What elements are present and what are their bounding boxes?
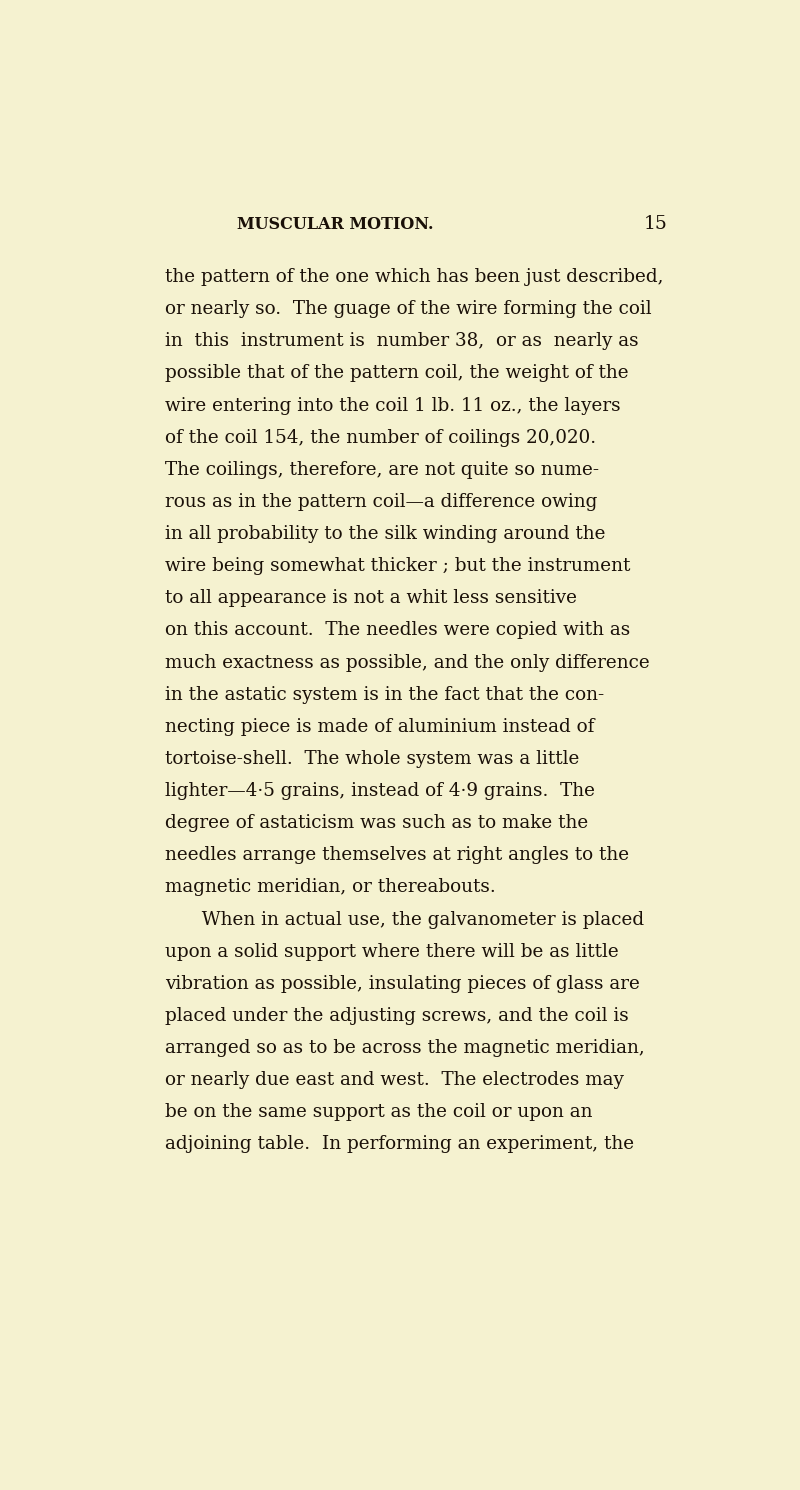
Text: vibration as possible, insulating pieces of glass are: vibration as possible, insulating pieces… xyxy=(165,974,640,992)
Text: When in actual use, the galvanometer is placed: When in actual use, the galvanometer is … xyxy=(190,910,644,928)
Text: or nearly so.  The guage of the wire forming the coil: or nearly so. The guage of the wire form… xyxy=(165,299,652,319)
Text: be on the same support as the coil or upon an: be on the same support as the coil or up… xyxy=(165,1103,593,1122)
Text: MUSCULAR MOTION.: MUSCULAR MOTION. xyxy=(238,216,434,234)
Text: necting piece is made of aluminium instead of: necting piece is made of aluminium inste… xyxy=(165,718,594,736)
Text: needles arrange themselves at right angles to the: needles arrange themselves at right angl… xyxy=(165,846,630,864)
Text: tortoise-shell.  The whole system was a little: tortoise-shell. The whole system was a l… xyxy=(165,749,579,767)
Text: The coilings, therefore, are not quite so nume-: The coilings, therefore, are not quite s… xyxy=(165,460,599,478)
Text: much exactness as possible, and the only difference: much exactness as possible, and the only… xyxy=(165,654,650,672)
Text: rous as in the pattern coil—a difference owing: rous as in the pattern coil—a difference… xyxy=(165,493,598,511)
Text: arranged so as to be across the magnetic meridian,: arranged so as to be across the magnetic… xyxy=(165,1039,645,1056)
Text: to all appearance is not a whit less sensitive: to all appearance is not a whit less sen… xyxy=(165,590,577,608)
Text: in the astatic system is in the fact that the con-: in the astatic system is in the fact tha… xyxy=(165,685,604,703)
Text: or nearly due east and west.  The electrodes may: or nearly due east and west. The electro… xyxy=(165,1071,624,1089)
Text: placed under the adjusting screws, and the coil is: placed under the adjusting screws, and t… xyxy=(165,1007,629,1025)
Text: in all probability to the silk winding around the: in all probability to the silk winding a… xyxy=(165,524,606,542)
Text: wire being somewhat thicker ; but the instrument: wire being somewhat thicker ; but the in… xyxy=(165,557,630,575)
Text: the pattern of the one which has been just described,: the pattern of the one which has been ju… xyxy=(165,268,664,286)
Text: degree of astaticism was such as to make the: degree of astaticism was such as to make… xyxy=(165,814,588,833)
Text: in  this  instrument is  number 38,  or as  nearly as: in this instrument is number 38, or as n… xyxy=(165,332,638,350)
Text: magnetic meridian, or thereabouts.: magnetic meridian, or thereabouts. xyxy=(165,879,496,897)
Text: on this account.  The needles were copied with as: on this account. The needles were copied… xyxy=(165,621,630,639)
Text: possible that of the pattern coil, the weight of the: possible that of the pattern coil, the w… xyxy=(165,365,629,383)
Text: adjoining table.  In performing an experiment, the: adjoining table. In performing an experi… xyxy=(165,1135,634,1153)
Text: 15: 15 xyxy=(643,215,667,234)
Text: lighter—4·5 grains, instead of 4·9 grains.  The: lighter—4·5 grains, instead of 4·9 grain… xyxy=(165,782,595,800)
Text: of the coil 154, the number of coilings 20,020.: of the coil 154, the number of coilings … xyxy=(165,429,596,447)
Text: wire entering into the coil 1 lb. 11 oz., the layers: wire entering into the coil 1 lb. 11 oz.… xyxy=(165,396,621,414)
Text: upon a solid support where there will be as little: upon a solid support where there will be… xyxy=(165,943,619,961)
